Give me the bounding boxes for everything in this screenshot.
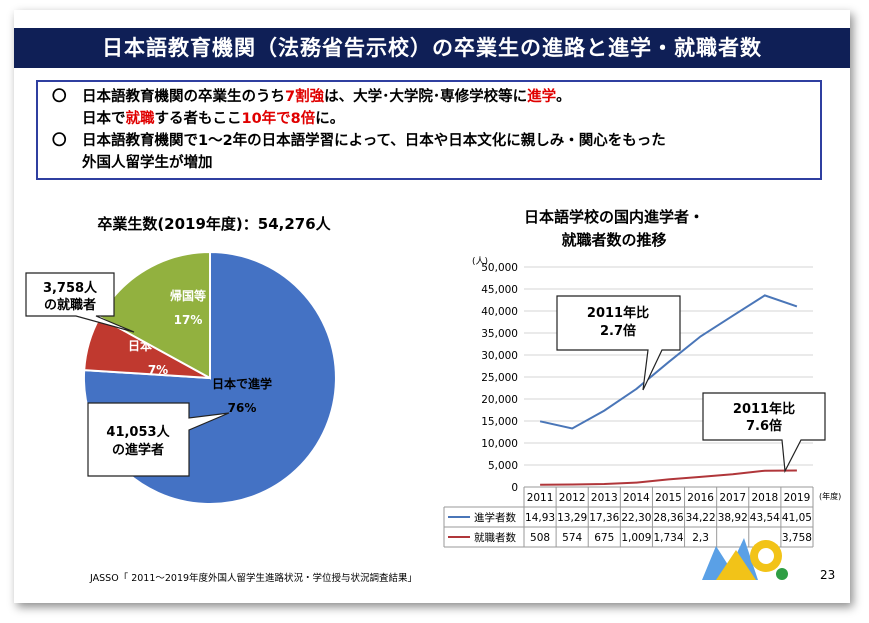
y-tick-label: 25,000 bbox=[481, 372, 518, 384]
x-unit-label: (年度) bbox=[819, 491, 841, 501]
legend-label-0: 進学者数 bbox=[474, 511, 516, 524]
y-tick-label: 20,000 bbox=[481, 394, 518, 406]
series-line-0 bbox=[539, 294, 798, 430]
table-cell: 1,734 bbox=[653, 532, 683, 544]
annotation-7-6x-line1: 2011年比 bbox=[733, 401, 795, 417]
bullet-circle-icon: 〇 bbox=[52, 89, 67, 105]
summary-line-4: 外国人留学生が増加 bbox=[82, 155, 213, 171]
table-cell: 22,30 bbox=[621, 512, 651, 524]
summary-line-2: 日本で就職する者もここ10年で8倍に。 bbox=[82, 111, 345, 127]
callout-employed-line1: 3,758人 bbox=[43, 280, 98, 296]
y-tick-label: 0 bbox=[511, 482, 518, 494]
table-cell: 43,54 bbox=[750, 512, 780, 524]
x-tick-label: 2013 bbox=[591, 492, 618, 504]
pie-slice-percent-0: 76% bbox=[228, 401, 257, 415]
table-cell: 13,29 bbox=[557, 512, 587, 524]
pie-slice-2 bbox=[98, 250, 211, 380]
line-chart-title: 日本語学校の国内進学者・ 就職者数の推移 bbox=[523, 208, 704, 249]
annotation-2-7x-line1: 2011年比 bbox=[587, 305, 649, 321]
table-cell: 574 bbox=[562, 532, 582, 544]
callout-advance-box bbox=[87, 402, 230, 477]
y-tick-label: 45,000 bbox=[481, 284, 518, 296]
pie-slice-0 bbox=[82, 250, 337, 505]
x-tick-label: 2016 bbox=[687, 492, 714, 504]
callout-employed-line2: の就職者 bbox=[44, 297, 96, 313]
summary-box: 〇日本語教育機関の卒業生のうち7割強は、大学･大学院･専修学校等に進学。 日本で… bbox=[36, 80, 822, 180]
annotation-2-7x-line2: 2.7倍 bbox=[600, 323, 636, 339]
annotation-2-7x-box bbox=[556, 295, 681, 391]
x-tick-label: 2018 bbox=[751, 492, 778, 504]
y-tick-label: 5,000 bbox=[488, 460, 518, 472]
annotation-7-6x-box bbox=[702, 392, 826, 474]
table-cell: 1,009 bbox=[621, 532, 651, 544]
table-cell: 38,92 bbox=[718, 512, 748, 524]
pie-slice-label-0: 日本で進学 bbox=[212, 376, 272, 391]
pie-slice-percent-2: 17% bbox=[174, 313, 203, 327]
x-tick-label: 2014 bbox=[623, 492, 650, 504]
bullet-circle-icon: 〇 bbox=[52, 133, 67, 149]
legend-label-1: 就職者数 bbox=[474, 531, 516, 544]
callout-advance-line1: 41,053人 bbox=[106, 424, 170, 440]
x-tick-label: 2017 bbox=[719, 492, 746, 504]
y-tick-label: 15,000 bbox=[481, 416, 518, 428]
x-tick-label: 2019 bbox=[784, 492, 811, 504]
slide: 日本語教育機関（法務省告示校）の卒業生の進路と進学・就職者数 〇日本語教育機関の… bbox=[14, 10, 850, 603]
table-cell: 34,22 bbox=[686, 512, 716, 524]
annotation-7-6x-line2: 7.6倍 bbox=[746, 418, 782, 434]
pie-slice-1 bbox=[83, 315, 211, 379]
pie-slice-percent-1: 7% bbox=[148, 363, 168, 377]
y-tick-label: 40,000 bbox=[481, 306, 518, 318]
source-footer: JASSO「 2011～2019年度外国人留学生進路状況・学位授与状況調査結果」 bbox=[90, 573, 418, 584]
x-tick-label: 2011 bbox=[527, 492, 554, 504]
x-tick-label: 2015 bbox=[655, 492, 682, 504]
pie-slice-label-2: 帰国等 bbox=[170, 288, 206, 303]
table-cell: 17,36 bbox=[589, 512, 619, 524]
pie-chart-title: 卒業生数(2019年度)：54,276人 bbox=[97, 215, 331, 233]
callout-advance-line2: の進学者 bbox=[112, 442, 164, 458]
y-tick-label: 35,000 bbox=[481, 328, 518, 340]
slide-title: 日本語教育機関（法務省告示校）の卒業生の進路と進学・就職者数 bbox=[14, 28, 850, 68]
pie-slice-label-1: 日本で就職 bbox=[128, 338, 188, 353]
series-line-1 bbox=[540, 469, 797, 486]
y-tick-label: 10,000 bbox=[481, 438, 518, 450]
table-cell: 14,93 bbox=[525, 512, 555, 524]
y-tick-label: 50,000 bbox=[481, 262, 518, 274]
table-cell: 41,05 bbox=[782, 512, 812, 524]
x-tick-label: 2012 bbox=[559, 492, 586, 504]
table-cell: 28,36 bbox=[653, 512, 683, 524]
y-unit-label: (人) bbox=[472, 256, 488, 267]
page-number: 23 bbox=[820, 568, 836, 582]
summary-line-3: 〇日本語教育機関で1～2年の日本語学習によって、日本や日本文化に親しみ・関心をも… bbox=[52, 130, 806, 152]
logo-icon bbox=[702, 532, 788, 586]
table-cell: 675 bbox=[594, 532, 614, 544]
callout-employed-box bbox=[25, 272, 135, 333]
y-tick-label: 30,000 bbox=[481, 350, 518, 362]
table-cell: 508 bbox=[530, 532, 550, 544]
summary-line-1: 〇日本語教育機関の卒業生のうち7割強は、大学･大学院･専修学校等に進学。 bbox=[52, 86, 806, 108]
